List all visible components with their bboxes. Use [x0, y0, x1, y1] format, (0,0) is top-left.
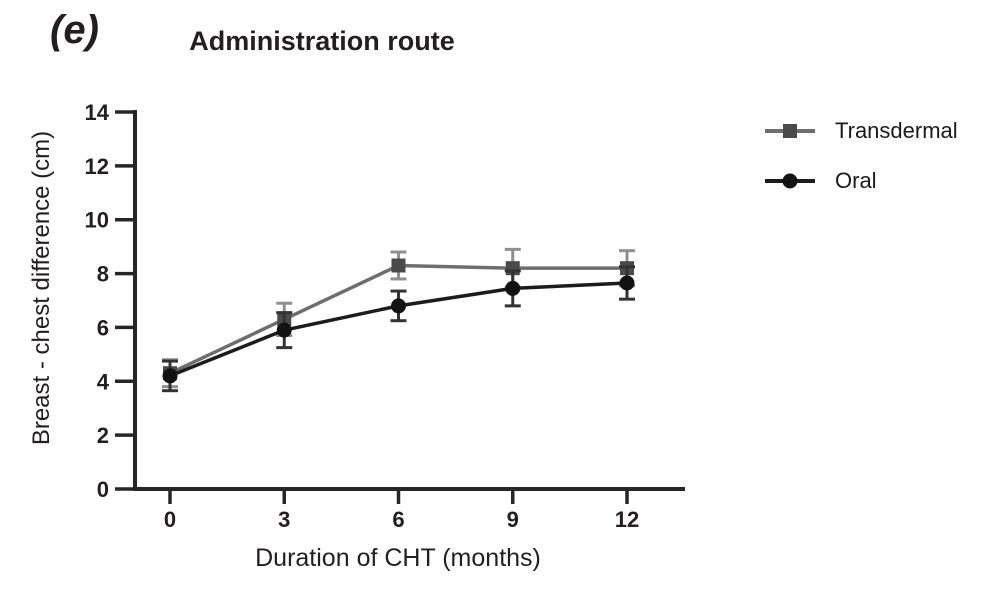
x-tick-label: 6 — [392, 507, 404, 532]
legend-entry-oral: Oral — [763, 168, 958, 194]
x-tick-label: 9 — [507, 507, 519, 532]
x-tick-label: 12 — [615, 507, 639, 532]
y-tick-label: 14 — [85, 100, 110, 125]
transdermal-legend-marker-icon — [765, 124, 815, 138]
x-axis-label: Duration of CHT (months) — [255, 544, 541, 572]
x-tick-label: 3 — [278, 507, 290, 532]
marker-circle-oral — [391, 298, 406, 314]
y-tick-label: 2 — [97, 423, 109, 448]
marker-circle-oral — [505, 280, 521, 296]
marker-circle-oral — [619, 275, 635, 291]
y-tick-label: 8 — [97, 262, 109, 287]
y-tick-label: 0 — [97, 477, 109, 502]
y-tick-label: 12 — [85, 154, 109, 179]
y-tick-label: 6 — [97, 315, 109, 340]
marker-square-transdermal — [391, 258, 406, 273]
marker-circle-oral — [162, 368, 178, 384]
legend-label-oral: Oral — [835, 168, 877, 193]
chart-title: Administration route — [189, 26, 455, 56]
oral-legend-marker-icon — [765, 173, 815, 189]
x-tick-label: 0 — [164, 507, 176, 532]
legend: Transdermal Oral — [763, 118, 958, 194]
panel-label: (e) — [50, 8, 99, 52]
legend-label-transdermal: Transdermal — [835, 118, 958, 143]
legend-entry-transdermal: Transdermal — [763, 118, 958, 144]
y-tick-label: 10 — [85, 208, 109, 233]
y-tick-label: 4 — [97, 369, 110, 394]
marker-circle-oral — [276, 322, 292, 338]
